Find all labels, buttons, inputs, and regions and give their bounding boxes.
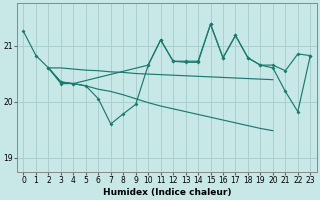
X-axis label: Humidex (Indice chaleur): Humidex (Indice chaleur) [103,188,231,197]
